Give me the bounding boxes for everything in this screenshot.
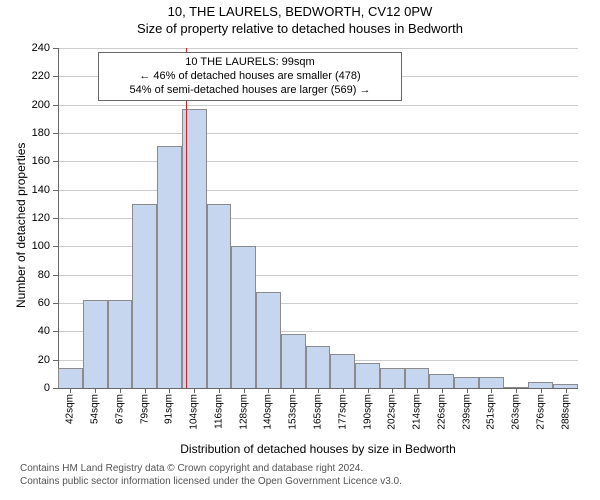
title-block: 10, THE LAURELS, BEDWORTH, CV12 0PW Size… <box>0 0 600 38</box>
y-tick-mark <box>53 275 58 276</box>
histogram-bar <box>405 368 430 388</box>
x-tick-label: 214sqm <box>412 394 423 430</box>
y-tick-mark <box>53 48 58 49</box>
histogram-bar <box>330 354 355 388</box>
y-tick-mark <box>53 388 58 389</box>
y-tick-mark <box>53 105 58 106</box>
histogram-bar <box>157 146 182 388</box>
annotation-line-3: 54% of semi-detached houses are larger (… <box>105 84 395 98</box>
x-tick-label: 190sqm <box>362 394 373 430</box>
histogram-bar <box>108 300 133 388</box>
x-tick-mark <box>566 388 567 393</box>
footer-line-1: Contains HM Land Registry data © Crown c… <box>20 462 402 475</box>
y-tick-mark <box>53 360 58 361</box>
y-tick-mark <box>53 331 58 332</box>
x-tick-label: 263sqm <box>511 394 522 430</box>
y-tick-label: 180 <box>0 127 50 139</box>
y-tick-mark <box>53 190 58 191</box>
x-tick-label: 177sqm <box>337 394 348 430</box>
histogram-bar <box>281 334 306 388</box>
x-tick-label: 276sqm <box>535 394 546 430</box>
histogram-bar <box>380 368 405 388</box>
x-tick-label: 67sqm <box>114 394 125 424</box>
annotation-line-2: ← 46% of detached houses are smaller (47… <box>105 70 395 84</box>
title-line-2: Size of property relative to detached ho… <box>0 21 600 38</box>
y-tick-mark <box>53 303 58 304</box>
grid-line <box>58 133 578 134</box>
histogram-bar <box>207 204 232 388</box>
chart-container: 10, THE LAURELS, BEDWORTH, CV12 0PW Size… <box>0 0 600 500</box>
grid-line <box>58 190 578 191</box>
x-tick-mark <box>293 388 294 393</box>
x-tick-mark <box>343 388 344 393</box>
x-tick-mark <box>442 388 443 393</box>
x-tick-label: 42sqm <box>65 394 76 424</box>
histogram-bar <box>355 363 380 389</box>
y-tick-label: 220 <box>0 70 50 82</box>
x-tick-label: 128sqm <box>238 394 249 430</box>
x-tick-mark <box>70 388 71 393</box>
footer-line-2: Contains public sector information licen… <box>20 475 402 488</box>
x-tick-label: 54sqm <box>90 394 101 424</box>
y-tick-label: 200 <box>0 99 50 111</box>
x-tick-label: 288sqm <box>560 394 571 430</box>
x-tick-label: 153sqm <box>288 394 299 430</box>
x-tick-label: 165sqm <box>313 394 324 430</box>
x-tick-mark <box>318 388 319 393</box>
histogram-bar <box>83 300 108 388</box>
x-tick-mark <box>219 388 220 393</box>
histogram-bar <box>132 204 157 388</box>
grid-line <box>58 48 578 49</box>
x-tick-mark <box>491 388 492 393</box>
annotation-box: 10 THE LAURELS: 99sqm ← 46% of detached … <box>98 52 402 101</box>
x-tick-mark <box>120 388 121 393</box>
y-tick-label: 0 <box>0 382 50 394</box>
x-axis-title: Distribution of detached houses by size … <box>58 442 578 456</box>
histogram-bar <box>256 292 281 388</box>
x-tick-mark <box>368 388 369 393</box>
histogram-bar <box>454 377 479 388</box>
x-tick-mark <box>268 388 269 393</box>
x-tick-label: 239sqm <box>461 394 472 430</box>
x-tick-label: 226sqm <box>436 394 447 430</box>
grid-line <box>58 105 578 106</box>
x-tick-label: 116sqm <box>213 394 224 429</box>
y-axis-title: Number of detached properties <box>14 143 28 308</box>
x-tick-mark <box>169 388 170 393</box>
x-tick-mark <box>95 388 96 393</box>
x-tick-label: 104sqm <box>189 394 200 430</box>
x-tick-mark <box>392 388 393 393</box>
x-tick-label: 140sqm <box>263 394 274 430</box>
y-axis-line <box>58 48 59 388</box>
y-tick-mark <box>53 76 58 77</box>
y-tick-label: 240 <box>0 42 50 54</box>
x-tick-mark <box>516 388 517 393</box>
y-tick-mark <box>53 133 58 134</box>
x-tick-label: 251sqm <box>486 394 497 430</box>
x-tick-mark <box>145 388 146 393</box>
y-tick-label: 40 <box>0 325 50 337</box>
x-tick-label: 91sqm <box>164 394 175 424</box>
grid-line <box>58 161 578 162</box>
title-line-1: 10, THE LAURELS, BEDWORTH, CV12 0PW <box>0 4 600 21</box>
y-tick-mark <box>53 161 58 162</box>
x-tick-mark <box>541 388 542 393</box>
histogram-bar <box>58 368 83 388</box>
histogram-bar <box>429 374 454 388</box>
x-tick-mark <box>244 388 245 393</box>
x-tick-label: 202sqm <box>387 394 398 430</box>
x-tick-label: 79sqm <box>139 394 150 424</box>
histogram-bar <box>479 377 504 388</box>
histogram-bar <box>231 246 256 388</box>
y-tick-mark <box>53 246 58 247</box>
x-tick-mark <box>417 388 418 393</box>
y-tick-mark <box>53 218 58 219</box>
x-tick-mark <box>467 388 468 393</box>
x-tick-mark <box>194 388 195 393</box>
y-tick-label: 20 <box>0 354 50 366</box>
histogram-bar <box>306 346 331 389</box>
annotation-line-1: 10 THE LAURELS: 99sqm <box>105 56 395 70</box>
footer-attribution: Contains HM Land Registry data © Crown c… <box>20 462 402 488</box>
